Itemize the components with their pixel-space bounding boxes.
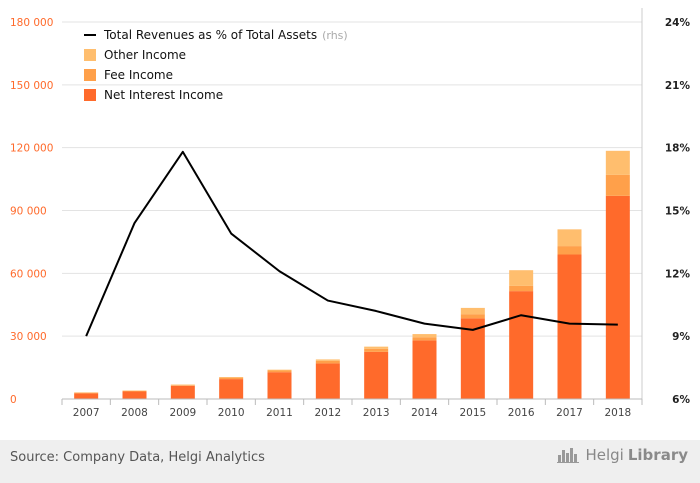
bar-other-income <box>364 346 389 349</box>
bar-fee-income <box>315 360 340 364</box>
chart-area: 0 30 000 60 000 90 000 120 000 150 000 180 000… <box>0 0 700 440</box>
bar-net-interest-income <box>122 391 147 399</box>
y-left-tick-label: 120 000 <box>10 143 53 155</box>
x-tick-label: 2016 <box>508 407 535 419</box>
x-tick-label: 2012 <box>314 407 341 419</box>
y-right-tick-label: 6% <box>672 394 690 406</box>
bar-fee-income <box>122 390 147 392</box>
bar-net-interest-income <box>170 385 195 399</box>
bar-fee-income <box>170 385 195 386</box>
bar-fee-income <box>74 392 99 394</box>
bar-other-income <box>509 270 534 286</box>
legend-rhs-tag: (rhs) <box>322 29 348 42</box>
bar-fee-income <box>364 348 389 352</box>
legend-label: Fee Income <box>104 68 173 82</box>
bar-other-income <box>219 377 244 378</box>
y-left-tick-label: 30 000 <box>10 331 47 343</box>
bar-net-interest-income <box>460 318 485 399</box>
bar-fee-income <box>460 314 485 319</box>
bar-net-interest-income <box>315 363 340 399</box>
bar-fee-income <box>412 337 437 341</box>
legend-swatch <box>84 49 96 61</box>
bar-net-interest-income <box>605 195 630 399</box>
x-tick-label: 2015 <box>459 407 486 419</box>
bar-fee-income <box>509 285 534 292</box>
city-skyline-icon <box>557 448 580 463</box>
bar-fee-income <box>219 377 244 380</box>
y-right-tick-label: 21% <box>665 80 691 92</box>
bar-other-income <box>267 369 292 371</box>
x-tick-label: 2013 <box>363 407 390 419</box>
helgi-library-logo: Helgi Library <box>557 446 688 464</box>
line-total-revenues-pct <box>85 150 618 337</box>
x-tick-label: 2018 <box>604 407 631 419</box>
x-tick-label: 2011 <box>266 407 293 419</box>
legend-label: Net Interest Income <box>104 88 223 102</box>
brand-bold: Library <box>627 446 688 464</box>
bar-other-income <box>605 150 630 175</box>
y-right-tick-label: 24% <box>665 17 691 29</box>
legend-label: Total Revenues as % of Total Assets <box>103 28 317 42</box>
x-tick-label: 2007 <box>73 407 100 419</box>
x-tick-label: 2009 <box>169 407 196 419</box>
bar-net-interest-income <box>509 291 534 399</box>
bar-net-interest-income <box>219 379 244 399</box>
y-right-tick-label: 12% <box>665 268 691 280</box>
y-right-tick-label: 15% <box>665 206 691 218</box>
x-tick-label: 2014 <box>411 407 438 419</box>
bar-net-interest-income <box>557 254 582 399</box>
bar-other-income <box>557 229 582 247</box>
legend-label: Other Income <box>104 48 186 62</box>
y-left-tick-label: 180 000 <box>10 17 53 29</box>
brand-regular: Helgi <box>585 446 624 464</box>
bar-fee-income <box>267 370 292 373</box>
bar-other-income <box>315 359 340 361</box>
legend-swatch <box>84 89 96 101</box>
bar-fee-income <box>605 174 630 196</box>
bar-other-income <box>412 334 437 338</box>
bar-net-interest-income <box>412 340 437 399</box>
x-tick-label: 2008 <box>121 407 148 419</box>
bar-other-income <box>460 307 485 315</box>
bar-other-income <box>170 384 195 386</box>
revenue-chart: 0 30 000 60 000 90 000 120 000 150 000 180 000… <box>10 8 691 419</box>
bar-net-interest-income <box>364 351 389 399</box>
x-tick-label: 2010 <box>218 407 245 419</box>
legend-swatch <box>84 69 96 81</box>
y-left-tick-label: 0 <box>10 394 17 406</box>
x-tick-label: 2017 <box>556 407 583 419</box>
source-note: Source: Company Data, Helgi Analytics <box>10 450 265 465</box>
bar-fee-income <box>557 246 582 255</box>
y-right-tick-label: 9% <box>672 331 690 343</box>
y-right-tick-label: 18% <box>665 143 691 155</box>
y-left-tick-label: 150 000 <box>10 80 53 92</box>
y-left-tick-label: 60 000 <box>10 268 47 280</box>
y-left-tick-label: 90 000 <box>10 206 47 218</box>
bar-net-interest-income <box>267 372 292 399</box>
bar-net-interest-income <box>74 393 99 399</box>
